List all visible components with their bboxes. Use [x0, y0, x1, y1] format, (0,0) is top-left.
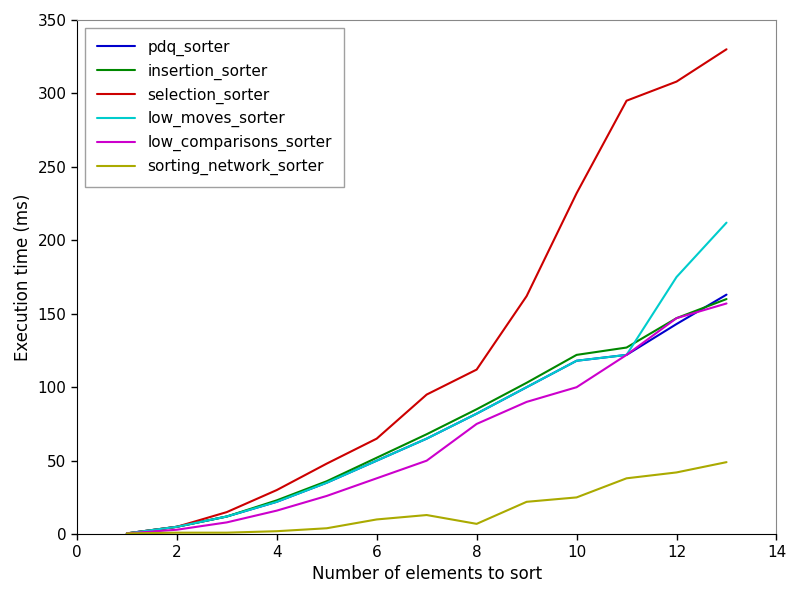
insertion_sorter [272, 497, 282, 504]
low_comparisons_sorter [222, 519, 231, 526]
pdq_sorter [622, 351, 631, 358]
pdq_sorter [572, 357, 582, 364]
pdq_sorter [272, 498, 282, 506]
sorting_network_sorter [172, 529, 182, 536]
low_moves_sorter [422, 435, 431, 442]
selection_sorter [222, 509, 231, 516]
low_comparisons_sorter [122, 530, 132, 537]
low_moves_sorter [172, 523, 182, 530]
sorting_network_sorter [722, 458, 731, 466]
low_moves_sorter [572, 357, 582, 364]
insertion_sorter [372, 454, 382, 461]
pdq_sorter [122, 530, 132, 537]
pdq_sorter [522, 384, 531, 391]
selection_sorter [522, 293, 531, 300]
insertion_sorter [722, 296, 731, 303]
low_comparisons_sorter [722, 300, 731, 307]
Line: pdq_sorter: pdq_sorter [127, 295, 726, 533]
sorting_network_sorter [572, 494, 582, 501]
Line: insertion_sorter: insertion_sorter [127, 299, 726, 533]
low_moves_sorter [672, 273, 682, 281]
low_comparisons_sorter [472, 420, 482, 427]
sorting_network_sorter [322, 525, 331, 532]
low_comparisons_sorter [172, 526, 182, 533]
low_comparisons_sorter [372, 475, 382, 482]
low_comparisons_sorter [322, 493, 331, 500]
pdq_sorter [372, 457, 382, 464]
insertion_sorter [522, 379, 531, 386]
low_comparisons_sorter [522, 398, 531, 405]
sorting_network_sorter [472, 520, 482, 527]
insertion_sorter [322, 478, 331, 485]
insertion_sorter [122, 530, 132, 537]
insertion_sorter [472, 406, 482, 413]
sorting_network_sorter [122, 530, 132, 537]
pdq_sorter [722, 291, 731, 298]
selection_sorter [172, 523, 182, 530]
low_comparisons_sorter [672, 315, 682, 322]
insertion_sorter [672, 315, 682, 322]
low_moves_sorter [272, 498, 282, 506]
low_moves_sorter [722, 219, 731, 226]
selection_sorter [372, 435, 382, 442]
low_comparisons_sorter [622, 351, 631, 358]
sorting_network_sorter [222, 529, 231, 536]
pdq_sorter [672, 321, 682, 328]
sorting_network_sorter [622, 475, 631, 482]
selection_sorter [622, 97, 631, 104]
selection_sorter [322, 460, 331, 467]
insertion_sorter [172, 523, 182, 530]
low_moves_sorter [122, 530, 132, 537]
selection_sorter [122, 530, 132, 537]
Y-axis label: Execution time (ms): Execution time (ms) [14, 193, 32, 361]
low_moves_sorter [372, 457, 382, 464]
Legend: pdq_sorter, insertion_sorter, selection_sorter, low_moves_sorter, low_comparison: pdq_sorter, insertion_sorter, selection_… [85, 27, 344, 187]
low_moves_sorter [322, 479, 331, 487]
Line: low_comparisons_sorter: low_comparisons_sorter [127, 303, 726, 533]
X-axis label: Number of elements to sort: Number of elements to sort [312, 565, 542, 583]
Line: sorting_network_sorter: sorting_network_sorter [127, 462, 726, 533]
selection_sorter [472, 366, 482, 373]
insertion_sorter [572, 351, 582, 358]
sorting_network_sorter [272, 528, 282, 535]
selection_sorter [272, 487, 282, 494]
low_moves_sorter [472, 410, 482, 417]
pdq_sorter [472, 410, 482, 417]
low_comparisons_sorter [572, 384, 582, 391]
low_comparisons_sorter [272, 507, 282, 514]
low_moves_sorter [522, 384, 531, 391]
pdq_sorter [172, 523, 182, 530]
low_comparisons_sorter [422, 457, 431, 464]
low_moves_sorter [222, 513, 231, 520]
sorting_network_sorter [672, 469, 682, 476]
sorting_network_sorter [372, 516, 382, 523]
selection_sorter [672, 78, 682, 85]
pdq_sorter [322, 479, 331, 487]
insertion_sorter [622, 344, 631, 351]
insertion_sorter [222, 513, 231, 520]
selection_sorter [422, 391, 431, 398]
Line: selection_sorter: selection_sorter [127, 50, 726, 533]
insertion_sorter [422, 430, 431, 438]
sorting_network_sorter [422, 512, 431, 519]
selection_sorter [722, 46, 731, 53]
low_moves_sorter [622, 351, 631, 358]
selection_sorter [572, 190, 582, 197]
pdq_sorter [222, 513, 231, 520]
sorting_network_sorter [522, 498, 531, 506]
pdq_sorter [422, 435, 431, 442]
Line: low_moves_sorter: low_moves_sorter [127, 223, 726, 533]
